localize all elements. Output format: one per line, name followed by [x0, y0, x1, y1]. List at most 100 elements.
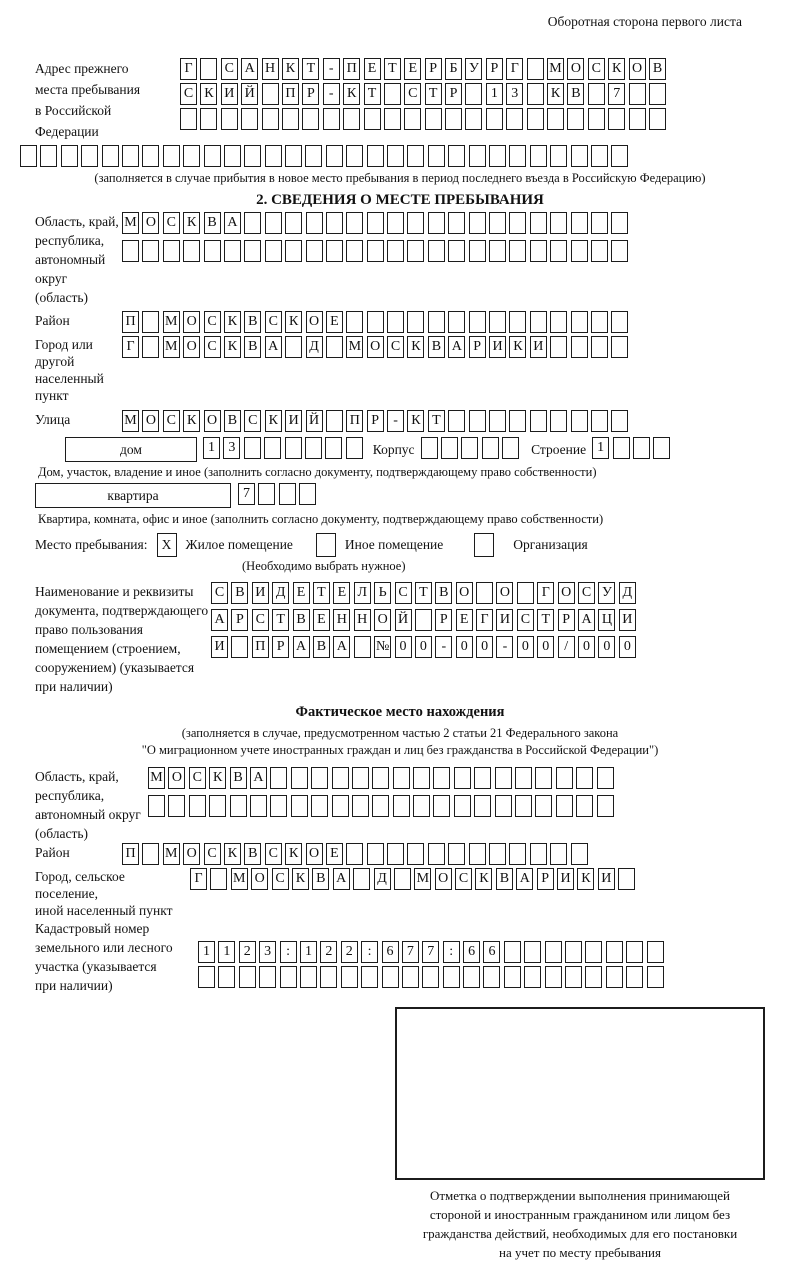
char-cell[interactable]: [311, 795, 329, 817]
char-cell[interactable]: [285, 336, 303, 358]
char-cell[interactable]: С: [404, 83, 422, 105]
char-cell[interactable]: В: [312, 636, 330, 658]
char-cell[interactable]: [413, 767, 431, 789]
char-cell[interactable]: В: [244, 336, 262, 358]
char-cell[interactable]: Г: [506, 58, 524, 80]
char-cell[interactable]: И: [618, 609, 636, 631]
char-cell[interactable]: К: [183, 410, 201, 432]
char-cell[interactable]: [320, 966, 338, 988]
char-cell[interactable]: [596, 795, 614, 817]
char-cell[interactable]: [363, 108, 381, 130]
char-cell[interactable]: А: [332, 868, 350, 890]
char-cell[interactable]: [387, 240, 405, 262]
char-cell[interactable]: Е: [404, 58, 422, 80]
char-cell[interactable]: 3: [223, 437, 241, 459]
char-cell[interactable]: С: [264, 843, 282, 865]
char-cell[interactable]: [509, 410, 527, 432]
char-cell[interactable]: [346, 311, 364, 333]
char-cell[interactable]: К: [407, 410, 425, 432]
char-cell[interactable]: С: [203, 843, 221, 865]
char-cell[interactable]: [570, 843, 588, 865]
char-cell[interactable]: [142, 336, 160, 358]
char-cell[interactable]: [448, 212, 466, 234]
char-cell[interactable]: [366, 843, 384, 865]
char-cell[interactable]: С: [211, 582, 228, 604]
char-cell[interactable]: [587, 83, 605, 105]
char-cell[interactable]: [285, 240, 303, 262]
char-cell[interactable]: К: [407, 336, 425, 358]
char-cell[interactable]: А: [241, 58, 259, 80]
char-cell[interactable]: [608, 108, 626, 130]
char-cell[interactable]: [648, 83, 666, 105]
char-cell[interactable]: [590, 212, 608, 234]
char-cell[interactable]: В: [244, 311, 262, 333]
char-cell[interactable]: 6: [381, 941, 399, 963]
char-cell[interactable]: [626, 941, 644, 963]
char-cell[interactable]: [346, 212, 364, 234]
char-cell[interactable]: К: [285, 311, 303, 333]
char-cell[interactable]: [407, 311, 425, 333]
char-cell[interactable]: [420, 437, 438, 459]
char-cell[interactable]: Е: [333, 582, 351, 604]
char-cell[interactable]: 1: [485, 83, 503, 105]
char-cell[interactable]: О: [168, 767, 186, 789]
char-cell[interactable]: Р: [424, 58, 442, 80]
char-cell[interactable]: О: [366, 336, 384, 358]
char-cell[interactable]: [383, 108, 401, 130]
char-cell[interactable]: [223, 240, 241, 262]
char-cell[interactable]: В: [231, 582, 249, 604]
char-cell[interactable]: [331, 767, 349, 789]
char-cell[interactable]: [565, 966, 583, 988]
char-cell[interactable]: Л: [353, 582, 371, 604]
char-cell[interactable]: [346, 240, 364, 262]
char-cell[interactable]: [605, 941, 623, 963]
char-cell[interactable]: [529, 410, 547, 432]
char-cell[interactable]: Д: [618, 582, 636, 604]
char-cell[interactable]: [238, 966, 256, 988]
char-cell[interactable]: [346, 145, 364, 167]
char-cell[interactable]: О: [142, 410, 160, 432]
char-cell[interactable]: [101, 145, 119, 167]
char-cell[interactable]: [284, 437, 302, 459]
char-cell[interactable]: М: [148, 767, 165, 789]
char-cell[interactable]: [427, 843, 445, 865]
char-cell[interactable]: Г: [537, 582, 555, 604]
char-cell[interactable]: Е: [455, 609, 473, 631]
char-cell[interactable]: П: [281, 83, 299, 105]
char-cell[interactable]: А: [448, 336, 466, 358]
char-cell[interactable]: [550, 311, 568, 333]
char-cell[interactable]: К: [475, 868, 493, 890]
char-cell[interactable]: [524, 941, 542, 963]
char-cell[interactable]: 2: [320, 941, 338, 963]
char-cell[interactable]: [550, 410, 568, 432]
char-cell[interactable]: О: [567, 58, 585, 80]
char-cell[interactable]: 0: [537, 636, 555, 658]
char-cell[interactable]: С: [587, 58, 605, 80]
char-cell[interactable]: Р: [468, 336, 486, 358]
char-cell[interactable]: [544, 941, 562, 963]
char-cell[interactable]: [529, 212, 547, 234]
char-cell[interactable]: О: [203, 410, 221, 432]
char-cell[interactable]: [299, 966, 317, 988]
char-cell[interactable]: Т: [414, 582, 432, 604]
char-cell[interactable]: М: [547, 58, 565, 80]
char-cell[interactable]: Д: [272, 582, 290, 604]
char-cell[interactable]: [259, 966, 277, 988]
char-cell[interactable]: [433, 795, 451, 817]
char-cell[interactable]: Г: [122, 336, 139, 358]
char-cell[interactable]: К: [343, 83, 361, 105]
char-cell[interactable]: [427, 212, 445, 234]
char-cell[interactable]: [489, 311, 507, 333]
char-cell[interactable]: [653, 437, 671, 459]
char-cell[interactable]: [590, 311, 608, 333]
char-cell[interactable]: [229, 795, 247, 817]
char-cell[interactable]: 7: [422, 941, 440, 963]
char-cell[interactable]: Т: [363, 83, 381, 105]
char-cell[interactable]: 0: [598, 636, 616, 658]
char-cell[interactable]: [628, 108, 646, 130]
char-cell[interactable]: [648, 108, 666, 130]
char-cell[interactable]: [218, 966, 236, 988]
char-cell[interactable]: П: [343, 58, 361, 80]
char-cell[interactable]: [407, 145, 425, 167]
char-cell[interactable]: [203, 240, 221, 262]
